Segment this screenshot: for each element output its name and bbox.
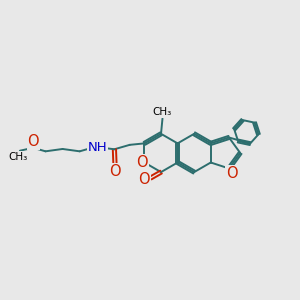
Text: O: O [136, 155, 148, 170]
Text: O: O [109, 164, 121, 178]
Text: O: O [27, 134, 39, 149]
Text: O: O [138, 172, 150, 187]
Text: CH₃: CH₃ [9, 152, 28, 162]
Text: NH: NH [88, 141, 107, 154]
Text: CH₃: CH₃ [153, 107, 172, 117]
Text: O: O [226, 166, 238, 181]
